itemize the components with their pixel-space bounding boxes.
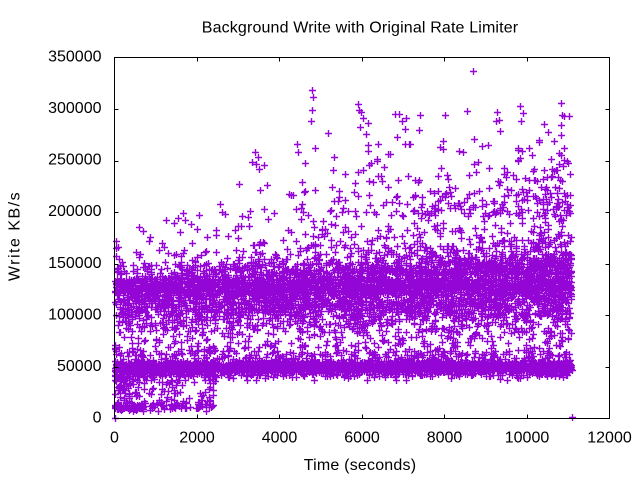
svg-text:12000: 12000 bbox=[587, 430, 632, 447]
svg-text:150000: 150000 bbox=[48, 255, 101, 272]
svg-text:300000: 300000 bbox=[48, 100, 101, 117]
svg-text:4000: 4000 bbox=[262, 430, 298, 447]
svg-text:350000: 350000 bbox=[48, 49, 101, 66]
svg-text:0: 0 bbox=[110, 430, 119, 447]
svg-text:200000: 200000 bbox=[48, 203, 101, 220]
svg-text:Time (seconds): Time (seconds) bbox=[304, 457, 416, 474]
svg-text:10000: 10000 bbox=[505, 430, 550, 447]
svg-text:8000: 8000 bbox=[427, 430, 463, 447]
svg-text:50000: 50000 bbox=[57, 358, 102, 375]
svg-text:Write KB/s: Write KB/s bbox=[7, 191, 24, 281]
svg-text:0: 0 bbox=[93, 410, 102, 427]
svg-text:6000: 6000 bbox=[344, 430, 380, 447]
svg-text:Background Write with Original: Background Write with Original Rate Limi… bbox=[202, 20, 519, 37]
svg-text:100000: 100000 bbox=[48, 306, 101, 323]
svg-text:250000: 250000 bbox=[48, 152, 101, 169]
svg-text:2000: 2000 bbox=[179, 430, 215, 447]
